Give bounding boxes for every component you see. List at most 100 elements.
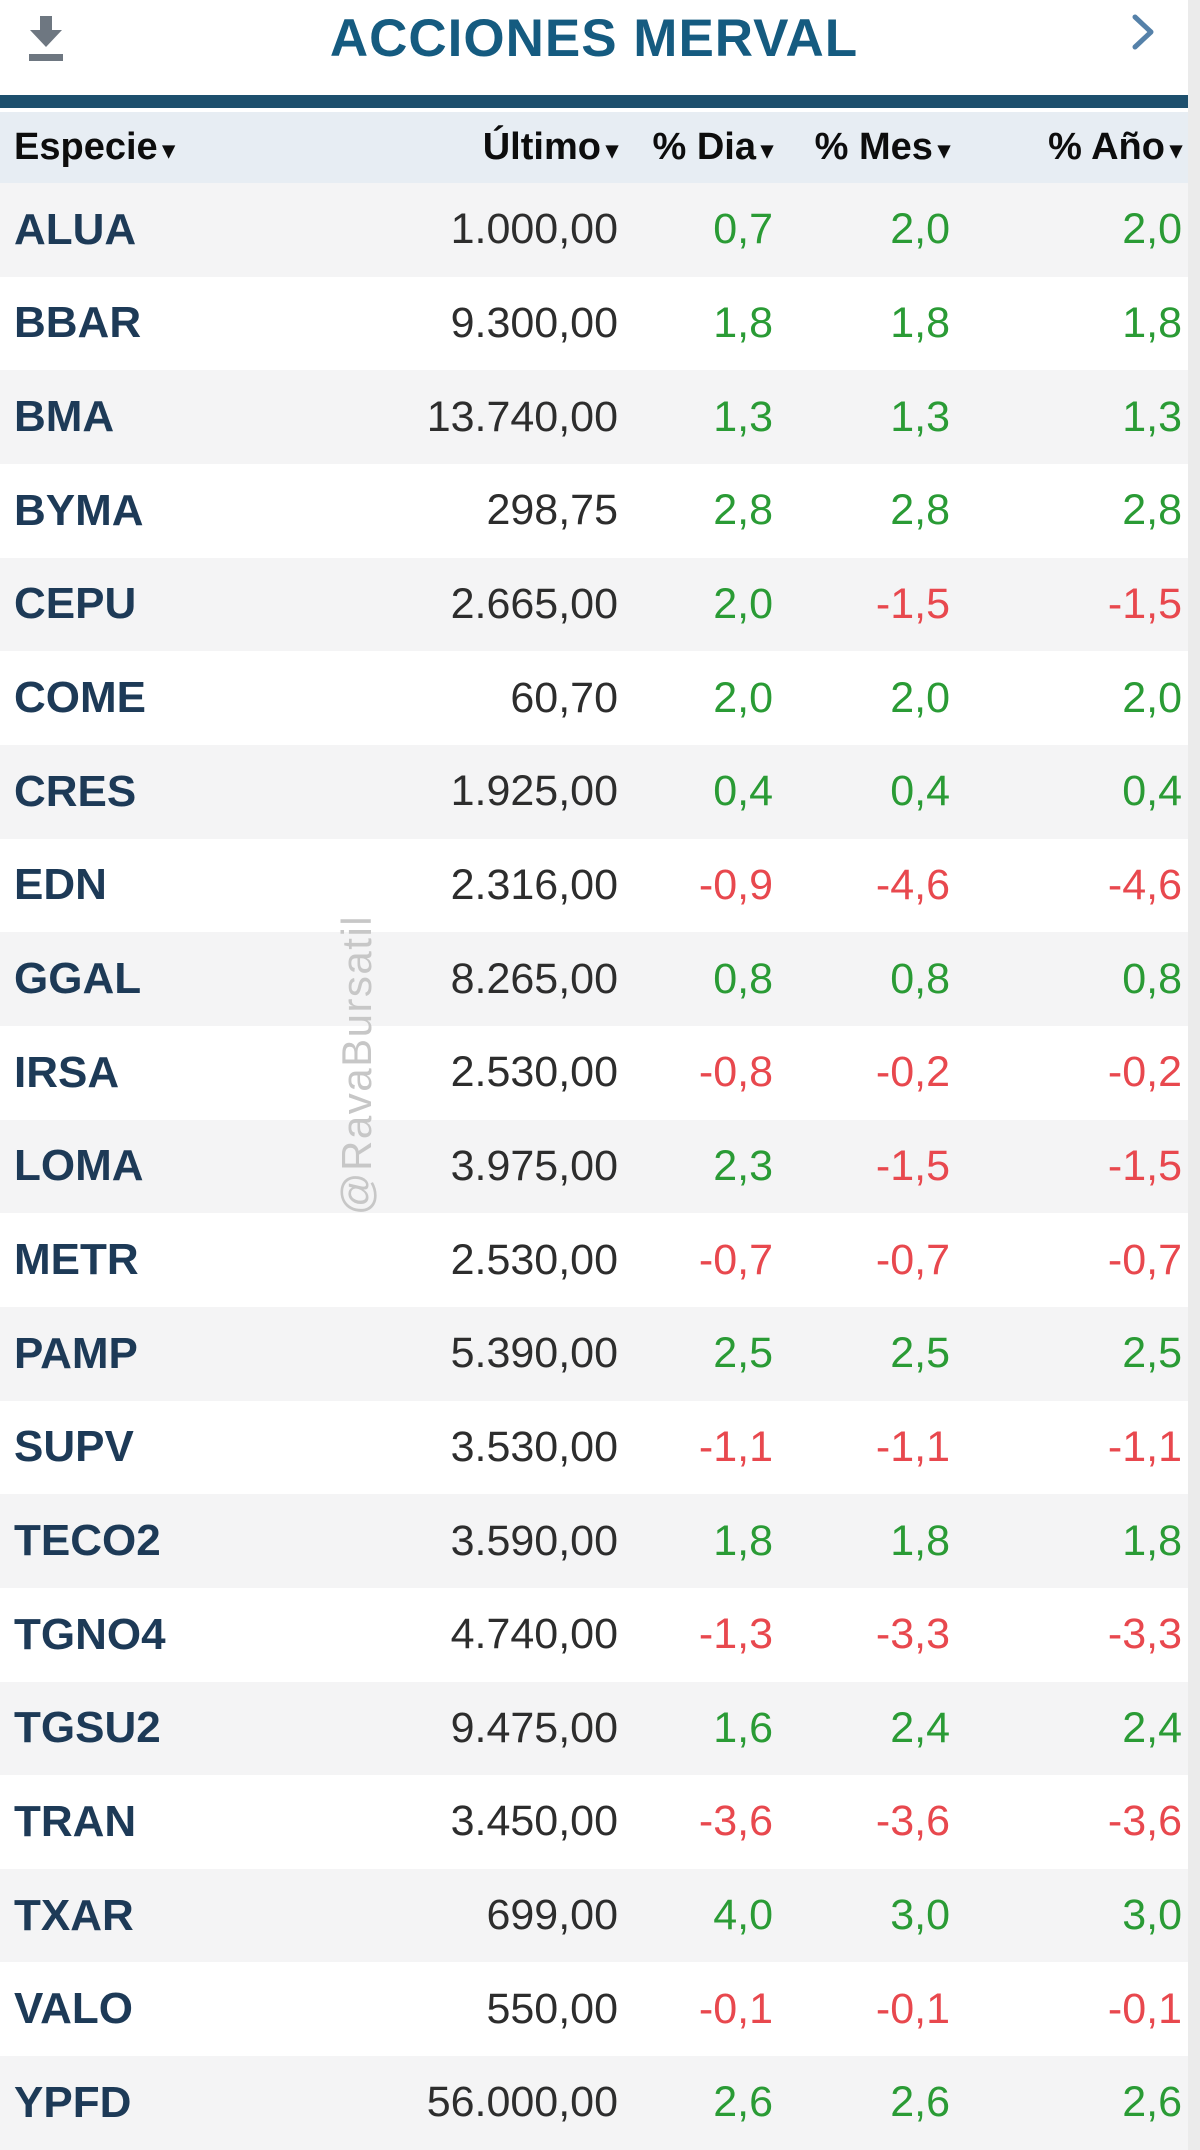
last-price-cell: 699,00 — [486, 1891, 618, 1940]
sort-arrow-icon: ▾ — [1169, 137, 1182, 164]
month-change-cell: 2,0 — [890, 673, 950, 722]
last-price-cell: 2.665,00 — [450, 579, 618, 628]
month-change-cell: -0,7 — [875, 1235, 950, 1284]
year-change-cell: -0,7 — [1107, 1235, 1182, 1284]
table-row[interactable]: BMA 13.740,00 1,3 1,3 1,3 — [0, 370, 1188, 464]
year-change-cell: 1,8 — [1122, 1516, 1182, 1565]
year-change-cell: -4,6 — [1107, 860, 1182, 909]
table-row[interactable]: EDN 2.316,00 -0,9 -4,6 -4,6 — [0, 838, 1188, 933]
year-change-cell: -3,3 — [1107, 1610, 1182, 1659]
last-price-cell: 1.925,00 — [450, 767, 618, 816]
last-price-cell: 13.740,00 — [426, 392, 618, 441]
table-row[interactable]: TECO2 3.590,00 1,8 1,8 1,8 — [0, 1494, 1188, 1588]
year-change-cell: -0,2 — [1107, 1048, 1182, 1097]
table-row[interactable]: CEPU 2.665,00 2,0 -1,5 -1,5 — [0, 557, 1188, 652]
ticker-cell[interactable]: METR — [14, 1235, 139, 1285]
last-price-cell: 60,70 — [510, 673, 618, 722]
ticker-cell[interactable]: COME — [14, 673, 146, 723]
day-change-cell: 0,4 — [713, 767, 773, 816]
ticker-cell[interactable]: CEPU — [14, 579, 137, 629]
month-change-cell: 3,0 — [890, 1891, 950, 1940]
year-change-cell: 2,4 — [1122, 1703, 1182, 1752]
ticker-cell[interactable]: TRAN — [14, 1796, 137, 1846]
month-change-cell: 2,6 — [890, 2078, 950, 2127]
ticker-cell[interactable]: LOMA — [14, 1141, 144, 1191]
column-header-ultimo[interactable]: Último ▾ — [482, 126, 618, 168]
table-row[interactable]: YPFD 56.000,00 2,6 2,6 2,6 — [0, 2056, 1188, 2150]
day-change-cell: 2,6 — [713, 2078, 773, 2127]
ticker-cell[interactable]: BMA — [14, 392, 115, 442]
day-change-cell: 2,0 — [713, 673, 773, 722]
column-header-dia[interactable]: % Dia ▾ — [652, 126, 773, 168]
year-change-cell: 3,0 — [1122, 1891, 1182, 1940]
ticker-cell[interactable]: TXAR — [14, 1890, 134, 1940]
ticker-cell[interactable]: BBAR — [14, 298, 142, 348]
month-change-cell: -1,5 — [875, 1141, 950, 1190]
table-row[interactable]: TGNO4 4.740,00 -1,3 -3,3 -3,3 — [0, 1587, 1188, 1682]
table-row[interactable]: TGSU2 9.475,00 1,6 2,4 2,4 — [0, 1681, 1188, 1776]
last-price-cell: 1.000,00 — [450, 205, 618, 254]
ticker-cell[interactable]: EDN — [14, 860, 107, 910]
table-row[interactable]: VALO 550,00 -0,1 -0,1 -0,1 — [0, 1962, 1188, 2057]
ticker-cell[interactable]: GGAL — [14, 954, 142, 1004]
download-button[interactable] — [20, 14, 72, 72]
ticker-cell[interactable]: PAMP — [14, 1328, 138, 1378]
month-change-cell: 2,4 — [890, 1703, 950, 1752]
table-row[interactable]: TXAR 699,00 4,0 3,0 3,0 — [0, 1868, 1188, 1963]
ticker-cell[interactable]: TGNO4 — [14, 1609, 166, 1659]
ticker-cell[interactable]: BYMA — [14, 485, 144, 535]
day-change-cell: -0,9 — [698, 860, 773, 909]
day-change-cell: -1,3 — [698, 1610, 773, 1659]
year-change-cell: -3,6 — [1107, 1797, 1182, 1846]
year-change-cell: -1,5 — [1107, 1141, 1182, 1190]
day-change-cell: 1,8 — [713, 298, 773, 347]
ticker-cell[interactable]: SUPV — [14, 1422, 134, 1472]
last-price-cell: 56.000,00 — [426, 2078, 618, 2127]
table-row[interactable]: COME 60,70 2,0 2,0 2,0 — [0, 651, 1188, 745]
ticker-cell[interactable]: ALUA — [14, 204, 137, 254]
table-row[interactable]: BYMA 298,75 2,8 2,8 2,8 — [0, 463, 1188, 558]
table-row[interactable]: GGAL 8.265,00 0,8 0,8 0,8 — [0, 932, 1188, 1026]
year-change-cell: 0,4 — [1122, 767, 1182, 816]
year-change-cell: 1,3 — [1122, 392, 1182, 441]
year-change-cell: 2,5 — [1122, 1329, 1182, 1378]
year-change-cell: 0,8 — [1122, 954, 1182, 1003]
sort-arrow-icon: ▾ — [760, 137, 773, 164]
download-icon — [29, 16, 63, 61]
last-price-cell: 3.590,00 — [450, 1516, 618, 1565]
table-row[interactable]: IRSA 2.530,00 -0,8 -0,2 -0,2 — [0, 1025, 1188, 1120]
column-header-ano[interactable]: % Año ▾ — [1048, 126, 1182, 168]
ticker-cell[interactable]: YPFD — [14, 2077, 132, 2127]
column-header-especie[interactable]: Especie ▾ — [14, 126, 175, 168]
ticker-cell[interactable]: CRES — [14, 766, 137, 816]
last-price-cell: 8.265,00 — [450, 954, 618, 1003]
ticker-cell[interactable]: TECO2 — [14, 1516, 161, 1566]
last-price-cell: 5.390,00 — [450, 1329, 618, 1378]
chevron-right-icon — [1132, 14, 1154, 50]
table-row[interactable]: CRES 1.925,00 0,4 0,4 0,4 — [0, 744, 1188, 839]
table-row[interactable]: METR 2.530,00 -0,7 -0,7 -0,7 — [0, 1213, 1188, 1307]
last-price-cell: 550,00 — [486, 1984, 618, 2033]
month-change-cell: 2,8 — [890, 486, 950, 535]
day-change-cell: 2,3 — [713, 1141, 773, 1190]
ticker-cell[interactable]: TGSU2 — [14, 1703, 161, 1753]
month-change-cell: -3,6 — [875, 1797, 950, 1846]
column-header-mes[interactable]: % Mes ▾ — [814, 126, 950, 168]
table-row[interactable]: LOMA 3.975,00 2,3 -1,5 -1,5 — [0, 1119, 1188, 1214]
last-price-cell: 2.530,00 — [450, 1048, 618, 1097]
last-price-cell: 9.475,00 — [450, 1703, 618, 1752]
next-panel-button[interactable] — [1126, 10, 1160, 54]
year-change-cell: 2,0 — [1122, 673, 1182, 722]
table-row[interactable]: PAMP 5.390,00 2,5 2,5 2,5 — [0, 1306, 1188, 1401]
table-row[interactable]: BBAR 9.300,00 1,8 1,8 1,8 — [0, 276, 1188, 371]
month-change-cell: -0,1 — [875, 1984, 950, 2033]
month-change-cell: 2,0 — [890, 205, 950, 254]
ticker-cell[interactable]: IRSA — [14, 1047, 120, 1097]
table-row[interactable]: SUPV 3.530,00 -1,1 -1,1 -1,1 — [0, 1400, 1188, 1495]
table-row[interactable]: ALUA 1.000,00 0,7 2,0 2,0 — [0, 183, 1188, 277]
ticker-cell[interactable]: VALO — [14, 1984, 133, 2034]
table-row[interactable]: TRAN 3.450,00 -3,6 -3,6 -3,6 — [0, 1775, 1188, 1869]
year-change-cell: 1,8 — [1122, 298, 1182, 347]
month-change-cell: 1,8 — [890, 298, 950, 347]
